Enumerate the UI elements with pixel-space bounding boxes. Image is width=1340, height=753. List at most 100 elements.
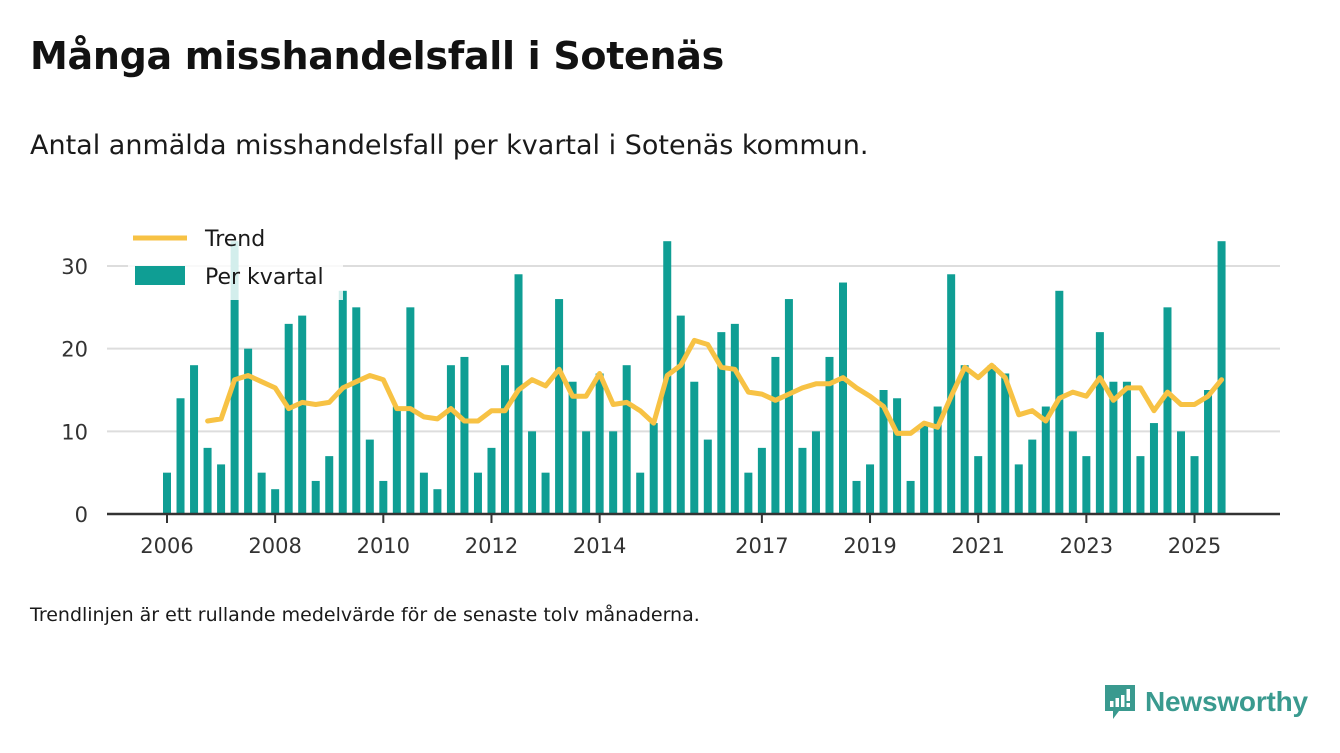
legend-bar-label: Per kvartal — [205, 265, 324, 290]
x-tick-label: 2021 — [951, 534, 1004, 558]
x-axis-ticks: 2006 2008 2010 2012 2014 2017 2019 2021 2023 2025 — [140, 514, 1221, 558]
bar — [379, 480, 388, 514]
bar — [825, 356, 834, 514]
bar — [203, 447, 212, 514]
bar — [717, 332, 726, 514]
bar — [622, 365, 631, 514]
bar — [730, 323, 739, 514]
bar — [257, 472, 266, 514]
bar — [1177, 431, 1185, 514]
bar — [636, 472, 645, 514]
bar — [446, 365, 455, 514]
bar-series — [163, 241, 1226, 514]
bar — [676, 315, 685, 514]
bar — [1068, 431, 1077, 514]
bar — [163, 472, 171, 514]
chart-speech-bubble-icon — [1105, 685, 1135, 719]
y-tick-label: 30 — [61, 255, 88, 279]
x-tick-label: 2019 — [843, 534, 896, 558]
bar — [487, 447, 496, 514]
legend-bar-swatch — [135, 266, 185, 285]
bar — [473, 472, 482, 514]
chart-subtitle: Antal anmälda misshandelsfall per kvarta… — [30, 130, 869, 161]
x-tick-label: 2025 — [1168, 534, 1221, 558]
legend-background — [128, 220, 343, 300]
bar — [1028, 439, 1037, 514]
bar — [839, 282, 847, 514]
bar — [1190, 456, 1199, 514]
bar — [609, 431, 618, 514]
x-tick-label: 2014 — [573, 534, 626, 558]
bar — [1122, 381, 1131, 514]
bar-chart: 0 10 20 30 2006 2008 2010 2012 2014 2017 2019 2021… — [61, 220, 1280, 558]
bar — [879, 390, 888, 514]
bar — [1041, 406, 1050, 514]
bar — [541, 472, 550, 514]
bar — [1163, 307, 1172, 514]
bar — [365, 439, 374, 514]
bar — [284, 323, 293, 514]
y-tick-label: 10 — [61, 420, 88, 444]
bar — [244, 348, 253, 514]
bar — [352, 307, 361, 514]
bar — [595, 373, 604, 514]
bar — [190, 365, 199, 514]
x-tick-label: 2006 — [140, 534, 193, 558]
newsworthy-logo[interactable]: Newsworthy — [1103, 683, 1308, 721]
bar — [1204, 390, 1213, 514]
y-axis-ticks: 0 10 20 30 — [61, 255, 88, 527]
bar — [811, 431, 820, 514]
bar — [933, 406, 942, 514]
bar — [582, 431, 591, 514]
x-tick-label: 2010 — [357, 534, 410, 558]
bar — [501, 365, 509, 514]
bar — [920, 423, 929, 514]
bar — [338, 290, 347, 514]
bar — [1095, 332, 1104, 514]
bar — [311, 480, 320, 514]
x-tick-label: 2008 — [248, 534, 301, 558]
bar — [987, 365, 996, 514]
bar — [960, 365, 969, 514]
bar — [528, 431, 537, 514]
bar — [325, 456, 334, 514]
bar — [460, 356, 469, 514]
footnote: Trendlinjen är ett rullande medelvärde f… — [30, 604, 700, 626]
bar — [866, 464, 875, 514]
bar — [568, 381, 577, 514]
bar — [1001, 373, 1010, 514]
bar — [906, 480, 915, 514]
bar — [433, 489, 442, 514]
bar — [852, 480, 861, 514]
bar — [298, 315, 307, 514]
bar — [893, 398, 902, 514]
trend-line — [205, 337, 1225, 436]
bar — [757, 447, 766, 514]
legend: Trend Per kvartal — [128, 220, 343, 300]
bar — [217, 464, 226, 514]
bar — [1149, 423, 1158, 514]
bar — [649, 423, 658, 514]
bar — [784, 299, 793, 514]
bar — [1082, 456, 1091, 514]
bar — [690, 381, 699, 514]
x-tick-label: 2012 — [465, 534, 518, 558]
bar — [1014, 464, 1023, 514]
bar — [176, 398, 185, 514]
trend-series — [205, 337, 1225, 436]
chart-title: Många misshandelsfall i Sotenäs — [30, 34, 724, 78]
bar — [974, 456, 983, 514]
bar — [771, 356, 780, 514]
legend-trend-label: Trend — [204, 227, 265, 252]
bar — [744, 472, 753, 514]
brand-name: Newsworthy — [1145, 686, 1308, 717]
bar — [392, 406, 401, 514]
x-tick-label: 2023 — [1060, 534, 1113, 558]
bar — [271, 489, 280, 514]
y-tick-label: 0 — [75, 503, 88, 527]
bar — [419, 472, 428, 514]
bar — [555, 299, 564, 514]
bar — [1136, 456, 1145, 514]
x-tick-label: 2017 — [735, 534, 788, 558]
bar — [703, 439, 712, 514]
